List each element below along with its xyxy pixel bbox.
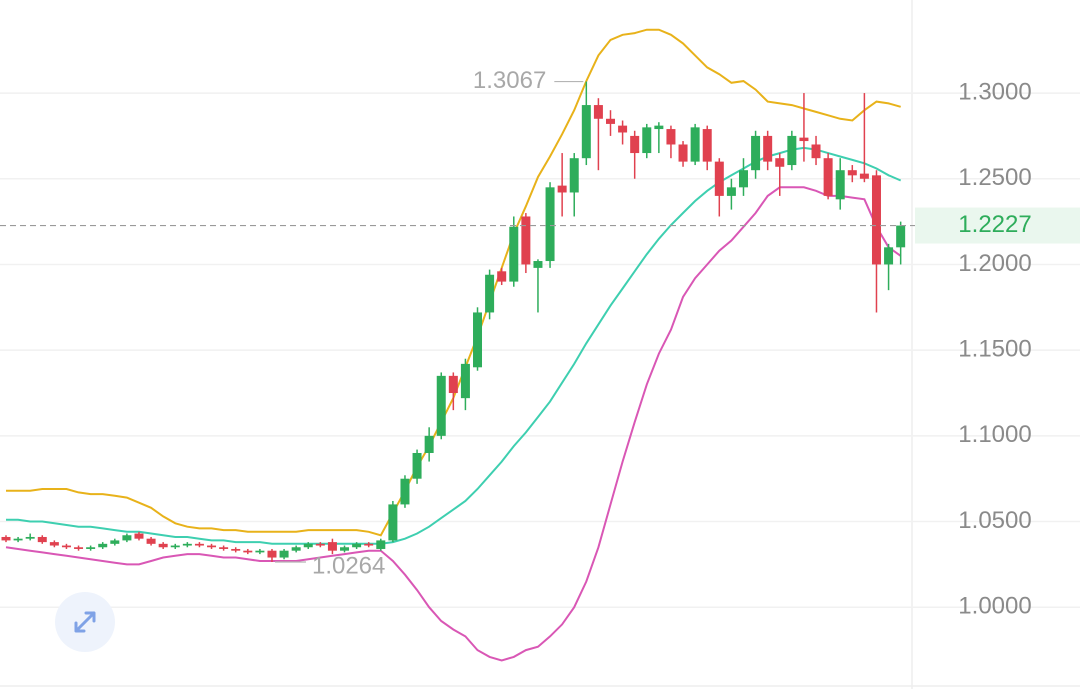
- candle-body: [533, 261, 543, 268]
- candle-body: [207, 545, 217, 548]
- candle-body: [352, 543, 362, 548]
- candles: [1, 81, 906, 562]
- y-tick-label: 1.2000: [958, 250, 1031, 277]
- candle-body: [74, 547, 84, 549]
- candle-body: [194, 543, 204, 546]
- candle-body: [291, 547, 301, 551]
- candle-body: [412, 452, 422, 479]
- candle-body: [460, 363, 470, 399]
- band-line: [6, 28, 901, 537]
- candle-body: [267, 550, 277, 558]
- candle-body: [581, 105, 591, 159]
- candle-body: [557, 185, 567, 193]
- candle-body: [473, 312, 483, 368]
- candle-body: [569, 158, 579, 193]
- candle-body: [678, 144, 688, 162]
- candle-body: [763, 135, 773, 162]
- candle-body: [86, 547, 96, 549]
- last-price-label: 1.2227: [958, 211, 1031, 238]
- candle-body: [49, 542, 59, 546]
- candle-body: [231, 548, 241, 551]
- candle-body: [787, 135, 797, 166]
- candle-body: [714, 161, 724, 196]
- candle-body: [799, 137, 809, 142]
- candle-body: [170, 545, 180, 548]
- low-label: 1.0264: [312, 552, 385, 579]
- band-line: [5, 186, 902, 662]
- candle-body: [327, 542, 337, 551]
- candle-body: [606, 118, 615, 124]
- y-tick-label: 1.3000: [958, 78, 1031, 105]
- candle-body: [485, 274, 495, 313]
- candle-body: [642, 127, 652, 154]
- candle-body: [98, 543, 108, 548]
- labels: 1.3000 1.2500 1.2000 1.1500 1.1000 1.0500 1.00…: [0, 67, 1080, 620]
- candle-body: [13, 538, 23, 541]
- candle-body: [158, 543, 168, 548]
- candle-body: [61, 545, 71, 548]
- candle-body: [666, 129, 676, 145]
- candle-body: [376, 540, 386, 549]
- candle-body: [303, 543, 313, 548]
- candle-body: [364, 543, 374, 546]
- candle-body: [424, 435, 434, 453]
- candle-body: [134, 533, 144, 539]
- candle-body: [593, 105, 603, 119]
- candle-body: [726, 187, 736, 196]
- candle-body: [859, 173, 869, 179]
- high-label: 1.3067: [473, 67, 546, 94]
- candle-body: [388, 504, 398, 541]
- band-line: [6, 146, 902, 545]
- candle-body: [871, 175, 881, 265]
- candle-body: [509, 226, 519, 282]
- bands: [5, 28, 902, 662]
- candle-body: [775, 158, 785, 167]
- y-tick-label: 1.1000: [958, 421, 1031, 448]
- candle-body: [400, 478, 410, 505]
- grid: [0, 92, 1080, 608]
- candle-body: [545, 187, 555, 262]
- candle-body: [811, 144, 821, 159]
- candle-body: [243, 550, 253, 553]
- candle-body: [436, 375, 446, 436]
- candle-body: [654, 125, 664, 130]
- candle-body: [738, 170, 748, 188]
- candle-body: [279, 550, 289, 558]
- candle-body: [1, 536, 11, 541]
- candle-body: [751, 135, 761, 171]
- candle-body: [315, 543, 325, 546]
- candle-body: [690, 127, 700, 162]
- candle-body: [110, 540, 120, 544]
- y-tick-label: 1.1500: [958, 335, 1031, 362]
- candle-body: [146, 538, 156, 544]
- candle-body: [896, 225, 906, 248]
- expand-button[interactable]: [55, 592, 115, 652]
- y-tick-label: 1.2500: [958, 164, 1031, 191]
- candle-body: [340, 547, 350, 551]
- candle-body: [823, 158, 833, 196]
- candle-body: [702, 129, 712, 162]
- candle-body: [497, 271, 507, 282]
- candle-body: [122, 535, 132, 541]
- candle-body: [25, 536, 35, 539]
- candle-body: [255, 550, 265, 553]
- candle-body: [835, 170, 845, 200]
- candle-body: [219, 547, 229, 549]
- candle-body: [618, 125, 628, 133]
- candle-body: [630, 135, 640, 154]
- candle-body: [448, 375, 458, 394]
- candle-body: [847, 170, 857, 176]
- y-tick-label: 1.0000: [958, 593, 1031, 620]
- candle-body: [884, 247, 894, 265]
- last-price-badge: [915, 207, 1080, 244]
- candle-body: [521, 216, 531, 265]
- candle-body: [182, 543, 192, 546]
- y-tick-label: 1.0500: [958, 507, 1031, 534]
- candle-body: [37, 536, 47, 543]
